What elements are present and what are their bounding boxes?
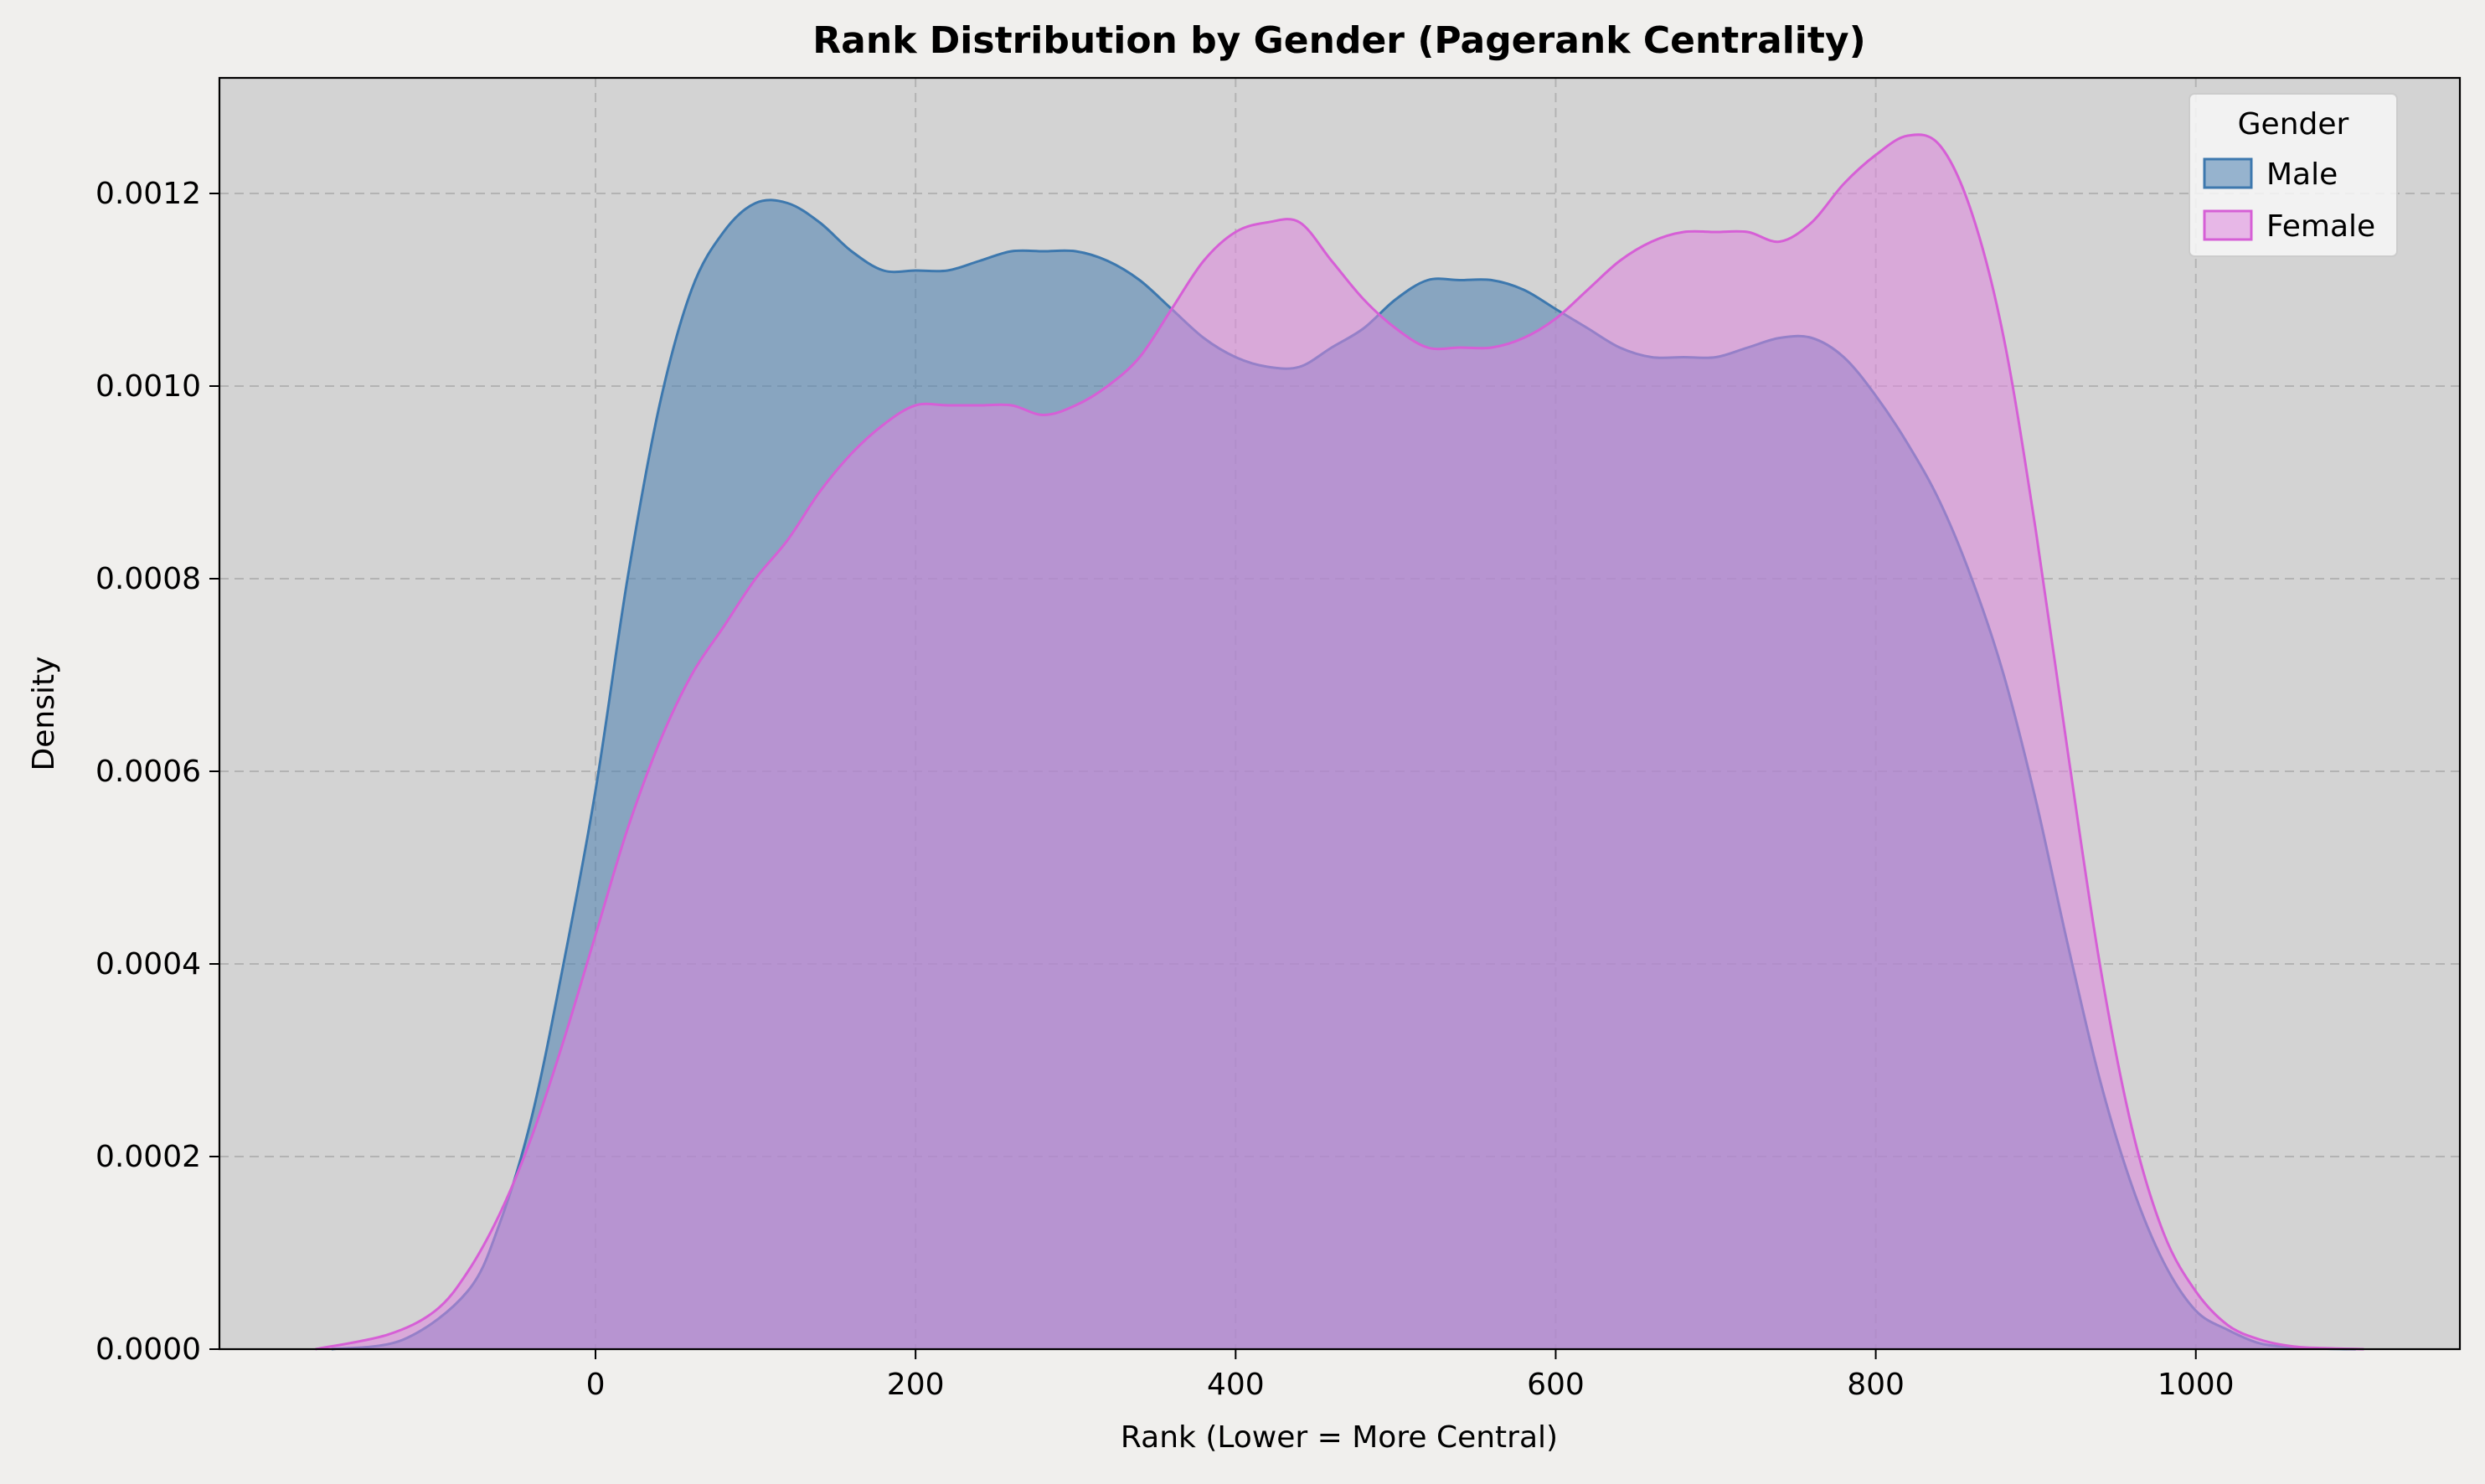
y-tick-label-0.0002: 0.0002	[95, 1140, 201, 1174]
x-axis-label: Rank (Lower = More Central)	[1121, 1420, 1558, 1455]
y-tick-label-0.0010: 0.0010	[95, 369, 201, 404]
x-tick-label-600: 600	[1527, 1368, 1585, 1402]
y-tick-label-0.0008: 0.0008	[95, 562, 201, 596]
legend-entries: Male Female	[2203, 157, 2375, 244]
legend-swatch-female	[2203, 209, 2253, 241]
y-axis: 0.0000 0.0002 0.0004 0.0006 0.0008 0.0010 0.00…	[95, 177, 219, 1367]
legend-label-female: Female	[2266, 209, 2375, 244]
female-density-line	[315, 133, 2364, 1351]
chart-title: Rank Distribution by Gender (Pagerank Ce…	[812, 19, 1865, 62]
density-areas	[315, 133, 2364, 1351]
plot-frame	[218, 76, 2462, 1351]
legend-title: Gender	[2238, 107, 2349, 142]
x-tick-label-0: 0	[586, 1368, 606, 1402]
y-tick-label-0.0012: 0.0012	[95, 177, 201, 211]
legend: Gender Male Female	[2189, 93, 2398, 257]
x-axis: 0 200 400 600 800 1000	[586, 1349, 2235, 1402]
x-tick-label-800: 800	[1847, 1368, 1905, 1402]
legend-label-male: Male	[2266, 157, 2338, 192]
legend-swatch-male	[2203, 157, 2253, 189]
x-tick-label-200: 200	[887, 1368, 945, 1402]
female-density-area	[315, 134, 2364, 1349]
x-tick-label-1000: 1000	[2158, 1368, 2235, 1402]
y-tick-label-0.0004: 0.0004	[95, 947, 201, 982]
x-tick-label-400: 400	[1207, 1368, 1265, 1402]
y-axis-label: Density	[27, 657, 61, 771]
y-tick-label-0.0000: 0.0000	[95, 1332, 201, 1367]
y-tick-label-0.0006: 0.0006	[95, 755, 201, 789]
